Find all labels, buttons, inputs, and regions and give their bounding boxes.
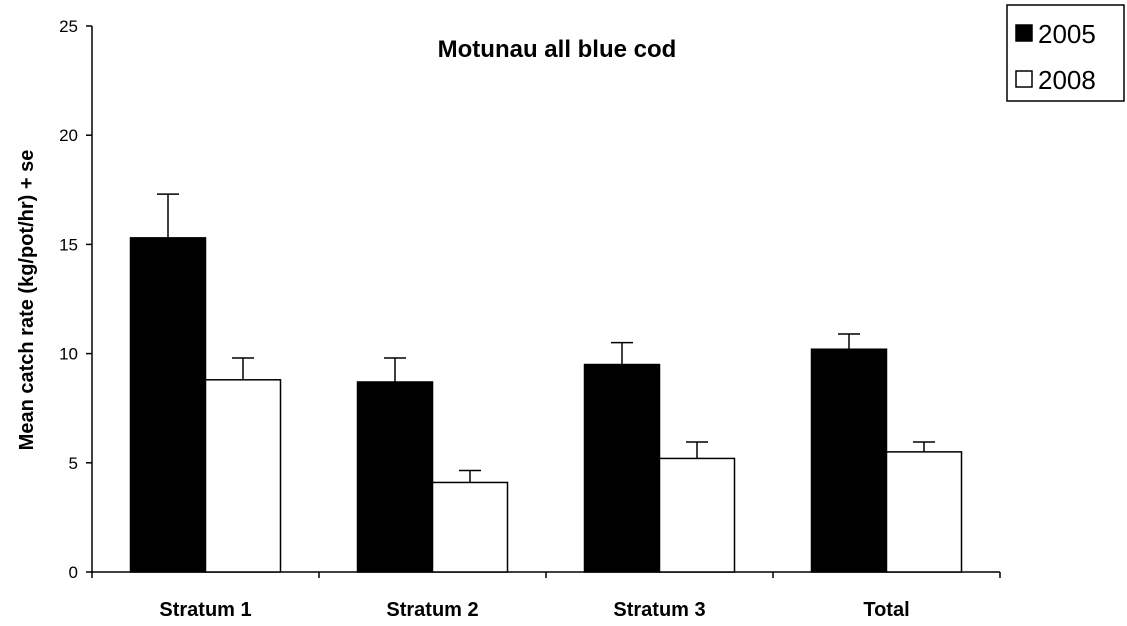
y-tick-label: 5: [69, 454, 78, 473]
legend-label-2005: 2005: [1038, 19, 1096, 49]
axis-labels: 0 5 10 15 20 25 Stratum 1 Stratum 2 Stratum 3 Tot…: [59, 17, 910, 621]
bar-2005: [583, 363, 661, 573]
bar-2005: [129, 237, 207, 573]
y-tick-label: 15: [59, 235, 78, 254]
bar-2005: [356, 381, 434, 573]
y-tick-label: 0: [69, 563, 78, 582]
x-tick-label: Stratum 3: [613, 599, 705, 621]
bar-2008: [885, 451, 963, 573]
y-tick-label: 25: [59, 17, 78, 36]
bar-2008: [658, 457, 736, 573]
y-tick-label: 10: [59, 345, 78, 364]
x-tick-label: Stratum 2: [386, 599, 478, 621]
legend-swatch-2005: [1015, 24, 1033, 42]
legend: 2005 2008: [1006, 4, 1125, 102]
bars: [129, 237, 963, 573]
error-bars: [157, 193, 935, 483]
bar-2008: [431, 481, 509, 573]
bar-2005: [810, 348, 888, 573]
legend-swatch-2008: [1015, 70, 1033, 88]
y-axis-label: Mean catch rate (kg/pot/hr) + se: [16, 150, 38, 451]
y-tick-label: 20: [59, 126, 78, 145]
bar-2008: [204, 379, 282, 573]
chart-title: Motunau all blue cod: [438, 36, 677, 63]
x-tick-label: Stratum 1: [159, 599, 251, 621]
x-tick-label: Total: [863, 599, 909, 621]
legend-label-2008: 2008: [1038, 65, 1096, 95]
